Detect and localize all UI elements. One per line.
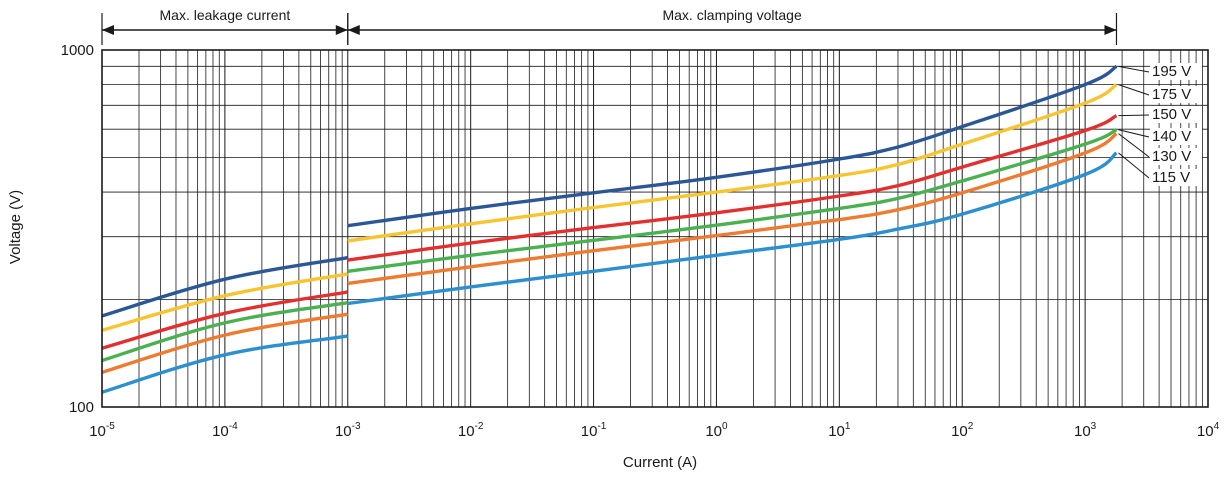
series-label: 140 V — [1152, 128, 1191, 145]
series-label: 195 V — [1152, 63, 1191, 80]
series-line — [101, 301, 349, 363]
series-label: 115 V — [1152, 169, 1190, 186]
x-tick-label: 102 — [951, 421, 974, 440]
series-leader-line — [1118, 152, 1150, 179]
series-140v — [101, 128, 1118, 363]
series-label: 150 V — [1152, 106, 1191, 123]
series-label: 175 V — [1152, 86, 1191, 103]
series-label-bg — [1150, 86, 1202, 103]
region-label: Max. leakage current — [160, 7, 291, 23]
series-leader-line — [1118, 84, 1150, 96]
series-150v — [101, 114, 1118, 350]
series-layer — [101, 64, 1118, 394]
series-label-bg — [1150, 169, 1202, 186]
series-label-bg — [1150, 106, 1202, 123]
series-leader-line — [1118, 129, 1150, 138]
grid-layer — [102, 50, 1208, 407]
series-195v — [101, 64, 1118, 318]
region-arrow-head-left — [102, 25, 114, 35]
label-layer: 10-5 10-4 10-3 10-2 10-1 100 101 102 103 104 100 10… — [61, 42, 1220, 440]
region-label: Max. clamping voltage — [662, 7, 802, 23]
x-tick-label: 101 — [828, 421, 851, 440]
plot-frame — [101, 49, 1209, 408]
series-leader-line — [1118, 133, 1150, 158]
series-label-bg — [1150, 128, 1202, 145]
y-axis-title: Voltage (V) — [7, 190, 24, 264]
series-175v — [101, 83, 1118, 332]
y-tick-label: 100 — [69, 399, 94, 416]
region-arrow-head-right — [335, 25, 348, 35]
series-line — [347, 83, 1118, 243]
series-line — [347, 128, 1118, 273]
series-line — [347, 132, 1118, 286]
region-annotation: Max. clamping voltage — [347, 6, 1118, 45]
region-label-bg — [646, 6, 818, 26]
x-tick-label: 10-2 — [458, 421, 484, 440]
frame-layer — [101, 49, 1209, 408]
region-label-bg — [142, 6, 307, 26]
series-130v — [101, 132, 1118, 375]
x-tick-label: 103 — [1074, 421, 1097, 440]
series-line — [101, 312, 349, 375]
x-tick-label: 10-3 — [335, 421, 361, 440]
x-tick-label: 104 — [1197, 421, 1220, 440]
y-tick-label: 1000 — [61, 42, 94, 59]
series-label-bg — [1150, 63, 1202, 80]
x-tick-label: 100 — [705, 421, 728, 440]
series-leader-line — [1118, 65, 1150, 73]
region-arrow-head-right — [1104, 25, 1117, 35]
series-line — [347, 151, 1118, 306]
series-line — [101, 290, 349, 350]
series-line — [101, 334, 349, 394]
x-tick-label: 10-4 — [212, 421, 238, 440]
region-arrow-head-left — [347, 25, 360, 35]
series-line — [347, 114, 1118, 262]
series-line — [101, 272, 349, 332]
x-tick-label: 10-5 — [89, 421, 115, 440]
series-115v — [101, 151, 1118, 394]
series-leader-line — [1118, 114, 1150, 117]
x-tick-label: 10-1 — [581, 421, 607, 440]
band-layer: Max. leakage current Max. clamping voltag… — [101, 6, 1118, 45]
series-label-bg — [1150, 148, 1202, 165]
series-label: 130 V — [1152, 148, 1191, 165]
region-annotation: Max. leakage current — [101, 6, 349, 45]
series-line — [101, 256, 349, 318]
x-axis-title: Current (A) — [623, 454, 697, 471]
series-line — [347, 64, 1118, 228]
